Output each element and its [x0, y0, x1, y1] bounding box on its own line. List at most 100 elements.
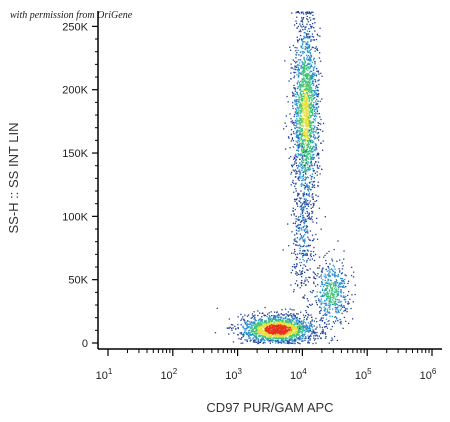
scatter-point — [280, 328, 282, 330]
scatter-point — [296, 52, 298, 54]
scatter-point — [306, 106, 308, 108]
scatter-point — [303, 203, 306, 205]
scatter-point — [324, 273, 326, 275]
scatter-point — [255, 336, 257, 338]
scatter-point — [300, 185, 302, 187]
scatter-point — [277, 331, 279, 333]
scatter-point — [269, 329, 271, 331]
scatter-point — [301, 130, 303, 133]
scatter-point — [350, 307, 352, 310]
scatter-point — [323, 292, 325, 294]
scatter-point — [268, 334, 271, 336]
scatter-point — [297, 139, 299, 142]
scatter-point — [306, 46, 308, 48]
scatter-point — [300, 137, 303, 139]
scatter-point — [295, 54, 298, 56]
scatter-point — [299, 200, 301, 202]
scatter-point — [298, 101, 300, 103]
scatter-point — [295, 188, 297, 190]
scatter-point — [301, 143, 303, 145]
scatter-point — [268, 312, 270, 314]
scatter-point — [341, 262, 343, 264]
scatter-point — [306, 202, 308, 205]
scatter-point — [307, 21, 310, 23]
scatter-point — [290, 331, 292, 333]
scatter-point — [288, 157, 290, 159]
scatter-point — [282, 326, 285, 328]
scatter-point — [317, 89, 319, 91]
scatter-point — [295, 320, 297, 322]
scatter-point — [311, 106, 313, 108]
scatter-point — [280, 313, 282, 315]
scatter-point — [295, 225, 297, 227]
scatter-point — [312, 185, 314, 187]
scatter-point — [315, 115, 317, 117]
scatter-point — [274, 335, 276, 337]
scatter-point — [280, 334, 283, 336]
scatter-point — [309, 162, 311, 164]
scatter-point — [303, 117, 305, 119]
scatter-point — [303, 264, 305, 266]
scatter-point — [338, 286, 340, 289]
scatter-point — [242, 334, 245, 336]
scatter-point — [307, 281, 309, 283]
scatter-point — [298, 100, 300, 103]
scatter-point — [288, 326, 290, 328]
scatter-point — [256, 331, 259, 333]
scatter-point — [305, 124, 307, 126]
scatter-point — [309, 254, 312, 256]
scatter-point — [297, 323, 299, 325]
scatter-point — [298, 154, 300, 156]
scatter-point — [255, 327, 257, 329]
scatter-point — [312, 146, 314, 148]
scatter-point — [305, 277, 307, 279]
scatter-point — [306, 48, 308, 50]
scatter-point — [257, 338, 259, 340]
scatter-point — [301, 212, 303, 214]
scatter-point — [333, 302, 335, 304]
scatter-point — [270, 339, 272, 341]
scatter-point — [289, 321, 291, 323]
scatter-point — [303, 321, 305, 323]
scatter-point — [262, 339, 265, 341]
scatter-point — [303, 229, 305, 231]
scatter-point — [296, 91, 298, 93]
scatter-point — [285, 330, 287, 333]
scatter-point — [306, 50, 308, 52]
scatter-point — [302, 17, 305, 19]
scatter-point — [299, 119, 301, 122]
scatter-point — [261, 312, 263, 314]
scatter-point — [308, 28, 310, 30]
scatter-point — [247, 323, 249, 325]
scatter-point — [295, 122, 298, 124]
scatter-point — [270, 324, 272, 326]
scatter-point — [283, 334, 285, 336]
scatter-point — [311, 140, 314, 142]
scatter-point — [264, 332, 267, 334]
scatter-point — [288, 328, 290, 331]
scatter-point — [336, 260, 338, 262]
scatter-point — [306, 135, 308, 137]
scatter-point — [321, 303, 323, 305]
scatter-point — [328, 323, 330, 325]
scatter-point — [325, 335, 327, 338]
scatter-point — [309, 79, 311, 82]
scatter-point — [263, 339, 266, 342]
scatter-point — [290, 173, 292, 175]
scatter-point — [305, 76, 307, 78]
scatter-point — [325, 314, 327, 316]
scatter-point — [310, 163, 312, 166]
scatter-point — [304, 80, 307, 83]
scatter-point — [314, 148, 316, 150]
scatter-point — [320, 123, 322, 125]
scatter-point — [318, 167, 320, 169]
scatter-point — [311, 186, 313, 188]
scatter-point — [260, 332, 262, 334]
scatter-point — [297, 147, 299, 150]
scatter-point — [316, 106, 318, 109]
scatter-point — [317, 298, 320, 300]
scatter-point — [295, 20, 297, 22]
scatter-point — [313, 67, 315, 69]
scatter-point — [301, 207, 303, 209]
scatter-point — [333, 290, 335, 292]
